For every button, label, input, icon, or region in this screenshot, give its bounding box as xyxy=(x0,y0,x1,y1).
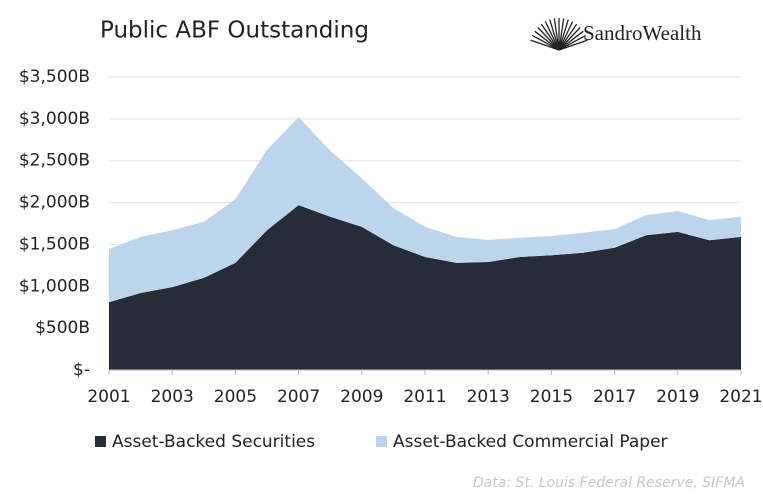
logo-ray xyxy=(558,21,574,51)
logo-ray xyxy=(531,34,560,51)
logo-ray xyxy=(534,30,560,51)
chart-title: Public ABF Outstanding xyxy=(100,18,369,44)
legend-swatch xyxy=(95,436,106,447)
logo-ray xyxy=(558,30,584,51)
x-tick-label: 2005 xyxy=(214,387,257,407)
logo-ray xyxy=(558,34,587,51)
y-tick-label: $3,500B xyxy=(19,67,90,87)
x-tick-label: 2019 xyxy=(656,387,699,407)
x-tick-label: 2011 xyxy=(403,387,446,407)
area xyxy=(109,205,741,370)
x-tick-label: 2021 xyxy=(719,387,762,407)
x-tick-label: 2003 xyxy=(151,387,194,407)
x-tick-label: 2009 xyxy=(340,387,383,407)
y-tick-label: $2,500B xyxy=(19,151,90,171)
logo-ray xyxy=(558,18,565,51)
x-tick-label: 2017 xyxy=(593,387,636,407)
y-tick-label: $2,000B xyxy=(19,193,90,213)
legend-swatch xyxy=(376,436,387,447)
brand: SandroWealth xyxy=(583,21,702,45)
logo-ray xyxy=(558,23,578,51)
y-tick-label: $500B xyxy=(35,318,90,338)
y-tick-label: $3,000B xyxy=(19,109,90,129)
area xyxy=(109,117,741,303)
logo-ray xyxy=(553,18,560,51)
legend-label: Asset-Backed Securities xyxy=(112,432,315,452)
logo-ray xyxy=(537,26,560,51)
logo-ray xyxy=(558,39,588,51)
legend-label: Asset-Backed Commercial Paper xyxy=(393,432,668,452)
x-tick-label: 2015 xyxy=(530,387,573,407)
logo-ray xyxy=(530,39,560,51)
logo-icon xyxy=(530,18,588,51)
logo-ray xyxy=(549,19,560,51)
logo-ray xyxy=(558,19,569,51)
x-tick-label: 2007 xyxy=(277,387,320,407)
y-tick-label: $1,500B xyxy=(19,234,90,254)
logo-ray xyxy=(540,23,560,51)
logo-ray xyxy=(544,21,560,51)
x-tick-label: 2001 xyxy=(87,387,130,407)
logo-ray xyxy=(558,26,581,51)
x-tick-label: 2013 xyxy=(467,387,510,407)
y-tick-label: $1,000B xyxy=(19,276,90,296)
y-tick-label: $- xyxy=(73,360,90,380)
source: Data: St. Louis Federal Reserve, SIFMA xyxy=(473,475,745,491)
